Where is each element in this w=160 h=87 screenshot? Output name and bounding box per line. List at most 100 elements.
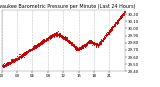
Point	[35, 45, 38, 46]
Point	[5, 62, 8, 64]
Point	[118, 19, 120, 20]
Point	[0, 65, 3, 67]
Point	[73, 46, 76, 48]
Point	[5, 64, 7, 65]
Point	[103, 37, 105, 38]
Point	[95, 42, 97, 43]
Point	[111, 26, 114, 27]
Point	[53, 33, 56, 35]
Point	[86, 42, 89, 44]
Point	[80, 47, 83, 48]
Point	[61, 36, 64, 37]
Point	[21, 55, 24, 57]
Point	[111, 27, 114, 28]
Point	[53, 35, 55, 36]
Point	[120, 15, 123, 16]
Point	[1, 66, 3, 67]
Point	[64, 38, 67, 40]
Point	[10, 61, 12, 62]
Point	[3, 64, 6, 65]
Point	[37, 45, 40, 46]
Point	[58, 35, 61, 37]
Point	[8, 61, 10, 63]
Point	[17, 57, 20, 58]
Point	[121, 13, 124, 15]
Point	[48, 37, 51, 38]
Point	[38, 45, 41, 46]
Point	[40, 42, 42, 44]
Point	[64, 38, 67, 40]
Point	[89, 42, 91, 44]
Point	[91, 41, 94, 42]
Point	[108, 30, 111, 32]
Point	[38, 43, 40, 45]
Point	[92, 42, 94, 43]
Point	[23, 53, 25, 55]
Point	[61, 34, 64, 36]
Point	[100, 42, 102, 43]
Point	[51, 36, 53, 37]
Point	[94, 43, 96, 45]
Point	[3, 63, 6, 64]
Point	[38, 42, 40, 43]
Point	[115, 21, 118, 23]
Point	[99, 43, 101, 44]
Point	[31, 48, 34, 49]
Point	[34, 47, 36, 48]
Point	[32, 46, 35, 47]
Point	[36, 44, 39, 46]
Point	[84, 43, 87, 45]
Point	[41, 40, 43, 41]
Point	[30, 48, 32, 50]
Point	[81, 45, 84, 47]
Point	[28, 51, 31, 52]
Point	[99, 44, 101, 45]
Point	[34, 46, 37, 47]
Point	[80, 45, 83, 47]
Point	[119, 16, 122, 17]
Point	[97, 44, 100, 46]
Point	[7, 61, 10, 62]
Point	[70, 43, 73, 45]
Point	[61, 36, 64, 37]
Point	[24, 54, 26, 55]
Point	[35, 44, 38, 46]
Point	[101, 40, 103, 41]
Point	[23, 54, 25, 56]
Point	[48, 37, 51, 38]
Point	[55, 33, 58, 35]
Point	[76, 48, 79, 50]
Point	[40, 42, 43, 43]
Point	[40, 42, 43, 43]
Point	[67, 41, 70, 43]
Point	[5, 64, 8, 65]
Point	[6, 62, 8, 64]
Point	[7, 65, 9, 66]
Point	[23, 54, 26, 56]
Point	[75, 46, 77, 47]
Point	[15, 59, 18, 61]
Point	[13, 59, 16, 60]
Point	[86, 42, 89, 43]
Point	[68, 41, 71, 42]
Point	[121, 16, 123, 17]
Point	[108, 32, 110, 33]
Point	[97, 44, 100, 45]
Point	[25, 51, 28, 52]
Point	[73, 45, 76, 46]
Point	[77, 48, 80, 50]
Point	[89, 39, 92, 41]
Point	[108, 29, 110, 31]
Point	[94, 43, 96, 44]
Point	[114, 21, 117, 23]
Point	[78, 48, 80, 49]
Point	[122, 13, 124, 14]
Point	[99, 42, 101, 44]
Point	[89, 42, 92, 43]
Point	[4, 65, 7, 66]
Point	[76, 46, 78, 48]
Point	[122, 13, 124, 15]
Point	[44, 40, 46, 41]
Point	[79, 47, 81, 49]
Point	[27, 50, 29, 51]
